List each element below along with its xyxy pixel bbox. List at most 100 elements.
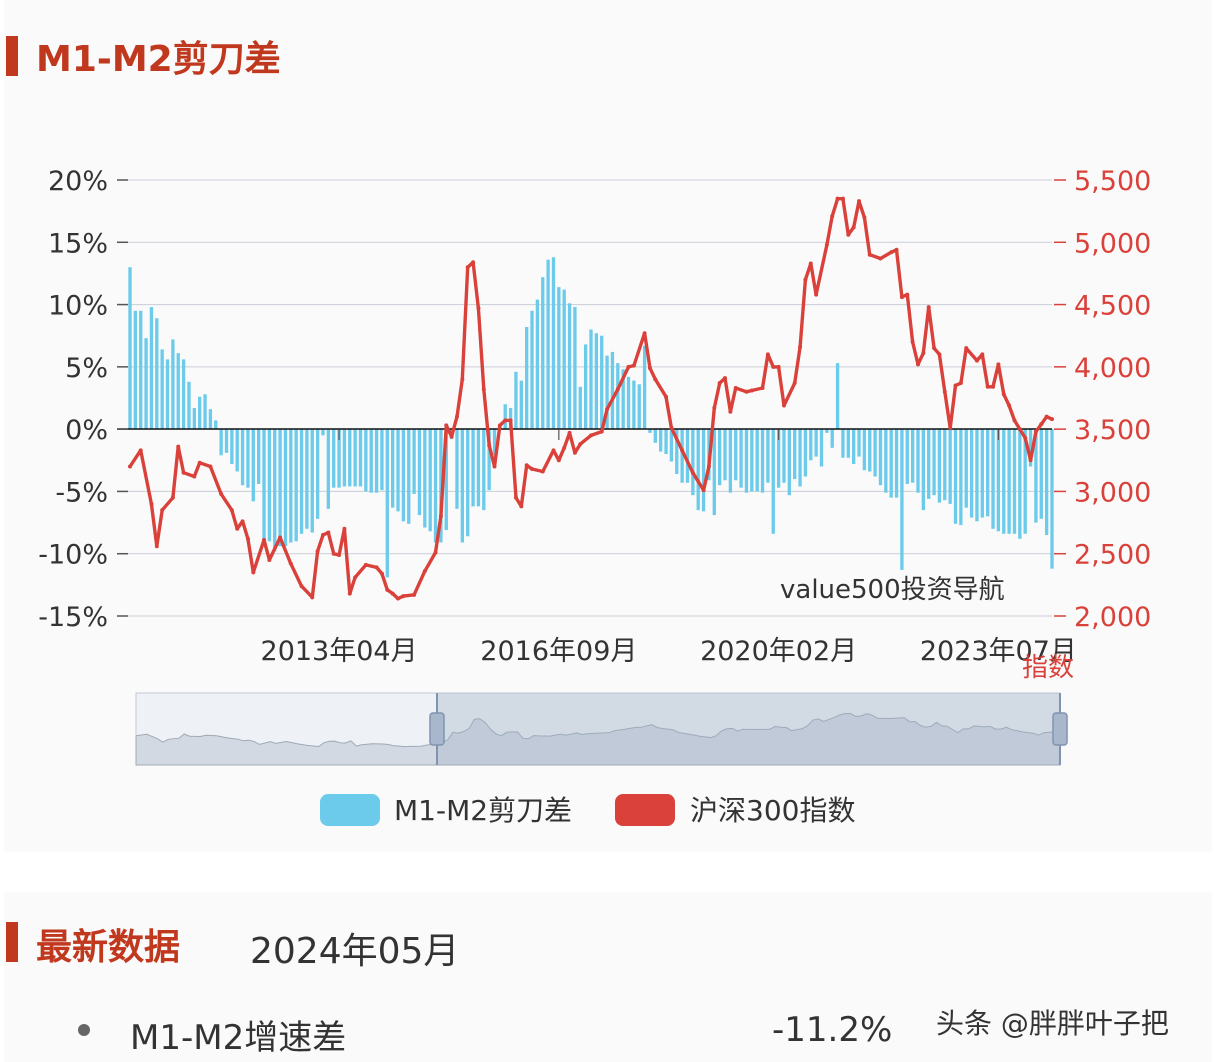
section-marker xyxy=(6,36,18,76)
line-point xyxy=(176,444,181,449)
line-point xyxy=(578,442,583,447)
bar xyxy=(128,267,132,430)
bar xyxy=(1034,429,1038,523)
zoom-handle[interactable] xyxy=(1052,712,1068,746)
line-point xyxy=(792,381,797,386)
x-axis-label: 2023年07月 xyxy=(920,636,1077,667)
left-axis-label: 5% xyxy=(65,353,108,384)
line-point xyxy=(320,533,325,538)
right-axis-label: 5,000 xyxy=(1074,228,1151,259)
line-point xyxy=(690,470,695,475)
left-axis-label: 10% xyxy=(48,291,108,322)
bar xyxy=(637,384,641,430)
bar xyxy=(208,409,213,430)
bar xyxy=(530,310,534,430)
bar xyxy=(862,429,867,471)
bar xyxy=(889,429,893,498)
bar xyxy=(181,359,186,430)
line-point xyxy=(379,571,384,576)
line-point xyxy=(615,387,620,392)
zoom-selection xyxy=(437,693,1060,765)
bar xyxy=(251,429,255,502)
line-point xyxy=(530,467,535,472)
bar xyxy=(1007,429,1011,534)
line-point xyxy=(980,352,985,357)
zoom-handle[interactable] xyxy=(429,712,445,746)
line-point xyxy=(154,544,159,549)
line-point xyxy=(996,362,1001,367)
line-point xyxy=(438,514,443,519)
bar xyxy=(814,429,818,457)
bar xyxy=(835,363,840,430)
line-point xyxy=(605,407,610,412)
bar xyxy=(364,429,368,492)
line-point xyxy=(835,196,840,201)
legend-swatch-line[interactable] xyxy=(615,794,675,826)
bar xyxy=(567,303,572,430)
bar xyxy=(675,429,679,474)
bar xyxy=(1028,429,1033,467)
bar xyxy=(294,429,298,542)
bar xyxy=(192,407,196,430)
bar xyxy=(782,429,786,483)
bar xyxy=(691,429,695,496)
line-point xyxy=(567,430,572,435)
line-point xyxy=(669,425,674,430)
bar xyxy=(176,353,180,430)
line-point xyxy=(760,386,765,391)
bar xyxy=(648,429,652,433)
line-point xyxy=(744,389,749,394)
line-point xyxy=(599,429,604,434)
line-point xyxy=(781,403,786,408)
bullet-dot xyxy=(78,1024,90,1036)
latest-section-title: 最新数据 xyxy=(36,927,181,968)
bar xyxy=(358,429,363,487)
bar xyxy=(348,429,352,487)
line-point xyxy=(910,339,915,344)
bar xyxy=(969,429,974,518)
line-point xyxy=(310,595,315,600)
line-point xyxy=(814,292,819,297)
bar xyxy=(873,429,877,477)
datazoom-slider[interactable] xyxy=(135,692,1068,766)
legend: M1-M2剪刀差 沪深300指数 xyxy=(320,794,855,827)
line-point xyxy=(1007,403,1012,408)
line-point xyxy=(1033,429,1038,434)
bar xyxy=(600,335,604,430)
left-axis-label: -15% xyxy=(38,602,108,633)
legend-swatch-bar[interactable] xyxy=(320,794,380,826)
line-point xyxy=(229,508,234,513)
bar xyxy=(659,429,663,452)
bar xyxy=(187,381,191,430)
bar xyxy=(160,349,164,430)
bar xyxy=(846,429,850,458)
bar xyxy=(766,429,770,483)
line-series-hs300 xyxy=(128,196,1054,601)
bar xyxy=(626,376,631,430)
line-point xyxy=(1012,418,1017,423)
line-point xyxy=(706,464,711,469)
bar xyxy=(803,429,808,477)
legend-label-line[interactable]: 沪深300指数 xyxy=(690,794,855,827)
line-point xyxy=(540,469,545,474)
chart-svg[interactable]: 20% 15% 10% 5% 0% -5% -10% -15% 5,500 5,000 4,500 4… xyxy=(0,0,1216,860)
right-axis-label: 2,500 xyxy=(1074,540,1151,571)
legend-label-bar[interactable]: M1-M2剪刀差 xyxy=(394,794,572,827)
bar xyxy=(321,429,325,436)
line-point xyxy=(862,215,867,220)
line-point xyxy=(460,377,465,382)
line-point xyxy=(219,491,224,496)
bar xyxy=(391,429,395,508)
bar xyxy=(519,380,523,430)
bar xyxy=(734,429,738,481)
line-point xyxy=(948,425,953,430)
line-point xyxy=(647,366,652,371)
line-point xyxy=(181,470,186,475)
bar xyxy=(642,345,647,430)
line-point xyxy=(487,443,492,448)
right-axis-label: 指数 xyxy=(1022,653,1074,683)
watermark: 头条 @胖胖叶子把 xyxy=(936,1007,1169,1040)
bar xyxy=(514,371,518,430)
bar xyxy=(728,429,733,493)
line-point xyxy=(878,256,883,261)
